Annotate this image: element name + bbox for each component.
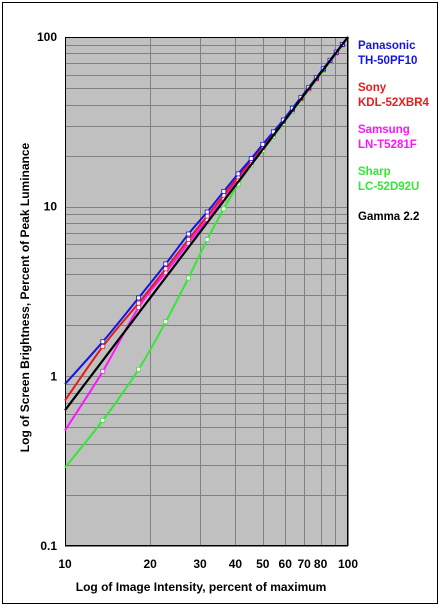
legend-label: Panasonic	[358, 40, 416, 52]
y-tick-label: 1	[50, 369, 57, 383]
x-tick-label: 70	[297, 557, 311, 571]
x-tick-label: 10	[58, 557, 72, 571]
legend-label: Samsung	[358, 124, 410, 136]
legend-label: TH-50PF10	[358, 55, 417, 67]
data-point-panasonic	[186, 231, 191, 237]
data-point-panasonic	[163, 261, 169, 267]
data-point-panasonic	[248, 156, 254, 161]
plot-area	[65, 37, 348, 546]
chart-svg: 10 20 30 40 50 60 70 80 100 0.1 1 10 100 Log of Image…	[18, 30, 430, 594]
legend-label: Sony	[358, 82, 387, 94]
x-tick-label: 50	[256, 557, 270, 571]
x-tick-label: 30	[193, 557, 207, 571]
legend-label: Gamma 2.2	[358, 211, 419, 223]
x-tick-label: 80	[314, 557, 328, 571]
data-point-sony	[100, 344, 106, 349]
x-tick-label: 20	[144, 557, 158, 571]
x-axis-title: Log of Image Intensity, percent of maxim…	[76, 580, 326, 594]
data-point-sharp	[136, 366, 142, 372]
legend-label: KDL-52XBR4	[358, 97, 430, 109]
data-point-sony	[163, 266, 169, 272]
legend-entry-samsung: Samsung LN-T5281F	[358, 124, 417, 151]
data-point-sharp	[221, 206, 227, 212]
chart-frame: 10 20 30 40 50 60 70 80 100 0.1 1 10 100 Log of Image…	[2, 2, 438, 604]
data-point-sharp	[204, 237, 210, 242]
y-tick-label: 0.1	[40, 539, 57, 553]
data-point-panasonic	[235, 171, 241, 177]
data-point-samsung	[100, 368, 106, 374]
plot-border	[65, 37, 348, 546]
data-point-panasonic	[136, 295, 142, 301]
legend-entry-gamma-2-2: Gamma 2.2	[358, 211, 419, 223]
legend-entry-sharp: Sharp LC-52D92U	[358, 166, 419, 193]
y-tick-label: 10	[44, 200, 58, 214]
data-point-sharp	[186, 275, 191, 281]
legend-label: LC-52D92U	[358, 181, 419, 193]
x-tick-label: 100	[338, 557, 358, 571]
data-point-panasonic	[204, 209, 210, 215]
series-line-gamma-2-2	[64, 36, 349, 411]
y-axis-title: Log of Screen Brightness, Percent of Pea…	[18, 142, 32, 452]
x-tick-label: 40	[229, 557, 243, 571]
legend-label: Sharp	[358, 166, 391, 178]
legend-entry-sony: Sony KDL-52XBR4	[358, 82, 430, 109]
data-point-panasonic	[260, 141, 266, 147]
data-point-sony	[186, 237, 191, 242]
data-point-panasonic	[100, 339, 106, 345]
data-point-sharp	[100, 417, 106, 423]
legend-entry-panasonic: Panasonic TH-50PF10	[358, 40, 417, 67]
data-point-sharp	[163, 319, 169, 325]
x-tick-label: 60	[279, 557, 293, 571]
data-point-sony	[136, 300, 142, 306]
data-point-panasonic	[221, 189, 227, 194]
legend-label: LN-T5281F	[358, 139, 417, 151]
y-tick-label: 100	[37, 30, 57, 44]
